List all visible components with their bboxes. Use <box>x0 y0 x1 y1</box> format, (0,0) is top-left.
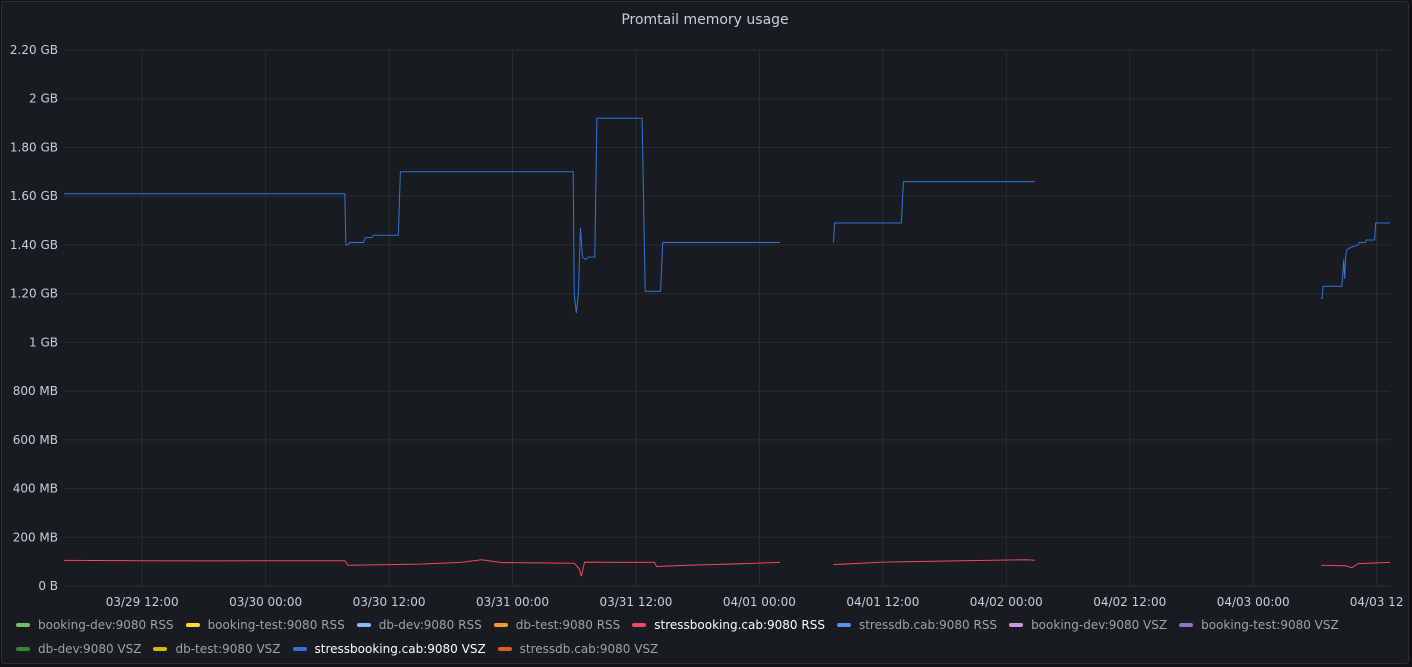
legend-swatch <box>836 623 851 627</box>
x-tick-label: 04/01 12:00 <box>846 595 919 609</box>
legend-swatch <box>153 647 168 651</box>
x-tick-label: 04/02 12:00 <box>1093 595 1166 609</box>
y-tick-label: 2.20 GB <box>10 43 58 57</box>
x-tick-label: 03/29 12:00 <box>106 595 179 609</box>
legend-swatch <box>497 647 512 651</box>
y-tick-label: 1.60 GB <box>10 189 58 203</box>
legend-item[interactable]: db-test:9080 RSS <box>493 616 621 634</box>
x-tick-label: 03/30 12:00 <box>353 595 426 609</box>
legend-swatch <box>16 623 30 627</box>
legend-item[interactable]: booking-dev:9080 VSZ <box>1009 616 1167 634</box>
legend-swatch <box>632 623 647 627</box>
y-tick-label: 800 MB <box>13 384 58 398</box>
x-tick-label: 03/31 00:00 <box>476 595 549 609</box>
grid <box>64 49 1390 587</box>
legend-item[interactable]: db-test:9080 VSZ <box>153 640 281 658</box>
y-tick-label: 2 GB <box>29 92 58 106</box>
legend-swatch <box>292 647 307 651</box>
legend-swatch <box>1179 623 1194 627</box>
legend-item[interactable]: stressbooking.cab:9080 VSZ <box>292 640 486 658</box>
legend-swatch <box>1009 623 1024 627</box>
x-tick-label: 04/03 12 <box>1350 595 1404 609</box>
series-line-stressbooking-cab-9080-vsz-segment-1 <box>833 181 1036 243</box>
x-tick-label: 03/30 00:00 <box>229 595 302 609</box>
legend-label: stressbooking.cab:9080 RSS <box>654 618 825 632</box>
y-tick-label: 400 MB <box>13 482 58 496</box>
legend-label: db-test:9080 VSZ <box>175 642 281 656</box>
legend-item[interactable]: stressbooking.cab:9080 RSS <box>632 616 825 634</box>
legend-label: db-test:9080 RSS <box>515 618 621 632</box>
legend-label: booking-dev:9080 RSS <box>38 618 174 632</box>
x-tick-label: 04/02 00:00 <box>970 595 1043 609</box>
legend: booking-dev:9080 RSS booking-test:9080 RS… <box>16 616 1396 658</box>
y-tick-label: 1 GB <box>29 335 58 349</box>
legend-label: db-dev:9080 RSS <box>378 618 482 632</box>
legend-swatch <box>356 623 371 627</box>
series-line-stressbooking-cab-9080-vsz-segment-2 <box>1321 222 1390 299</box>
legend-label: stressdb.cab:9080 RSS <box>858 618 998 632</box>
legend-item[interactable]: stressdb.cab:9080 RSS <box>836 616 998 634</box>
legend-item[interactable]: booking-dev:9080 RSS <box>16 616 174 634</box>
series-line-stressbooking-cab-9080-vsz-segment-0 <box>64 117 780 314</box>
legend-item[interactable]: stressdb.cab:9080 VSZ <box>497 640 659 658</box>
line-chart: 0 B 200 MB 400 MB 600 MB 800 MB 1 GB 1.20 GB 1.… <box>10 43 1404 609</box>
y-tick-label: 1.40 GB <box>10 238 58 252</box>
series-line-stressbooking-cab-9080-rss-segment-1 <box>833 559 1036 566</box>
legend-label: booking-dev:9080 VSZ <box>1031 618 1168 632</box>
x-tick-label: 04/03 00:00 <box>1217 595 1290 609</box>
x-axis: 03/29 12:00 03/30 00:00 03/30 12:00 03/31 0… <box>106 595 1404 609</box>
legend-item[interactable]: booking-test:9080 RSS <box>185 616 345 634</box>
legend-item[interactable]: booking-test:9080 VSZ <box>1179 616 1339 634</box>
y-tick-label: 0 B <box>38 579 58 593</box>
legend-swatch <box>493 623 508 627</box>
legend-swatch <box>16 647 30 651</box>
legend-item[interactable]: db-dev:9080 RSS <box>356 616 482 634</box>
x-tick-label: 04/01 00:00 <box>723 595 796 609</box>
panel-title: Promtail memory usage <box>621 12 789 28</box>
y-tick-label: 1.80 GB <box>10 140 58 154</box>
series-line-stressbooking-cab-9080-rss-segment-0 <box>63 559 781 577</box>
y-tick-label: 1.20 GB <box>10 287 58 301</box>
legend-label: booking-test:9080 RSS <box>207 618 345 632</box>
legend-item[interactable]: db-dev:9080 VSZ <box>16 640 141 658</box>
y-tick-label: 200 MB <box>13 530 58 544</box>
y-axis: 0 B 200 MB 400 MB 600 MB 800 MB 1 GB 1.20 GB 1.… <box>10 43 58 593</box>
legend-label: stressbooking.cab:9080 VSZ <box>314 642 486 656</box>
legend-swatch <box>185 623 200 627</box>
legend-label: stressdb.cab:9080 VSZ <box>519 642 659 656</box>
series-line-stressbooking-cab-9080-rss-segment-2 <box>1321 561 1391 569</box>
series-lines <box>63 117 1391 577</box>
legend-label: booking-test:9080 VSZ <box>1201 618 1339 632</box>
x-tick-label: 03/31 12:00 <box>599 595 672 609</box>
y-tick-label: 600 MB <box>13 433 58 447</box>
legend-label: db-dev:9080 VSZ <box>38 642 142 656</box>
